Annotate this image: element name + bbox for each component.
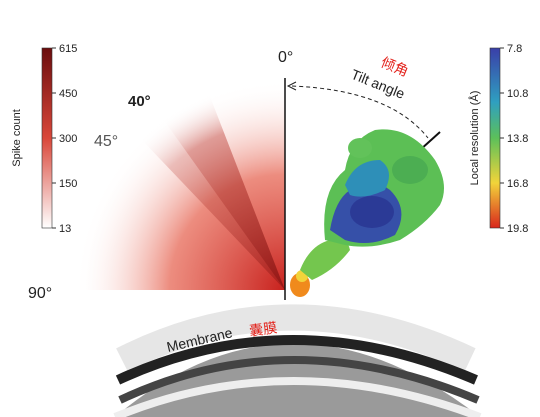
membrane-label-cn: 囊膜 (248, 319, 278, 339)
tilt-arrow (291, 85, 429, 139)
angle-label: 45° (94, 133, 118, 150)
angle-label: 90° (28, 285, 52, 302)
spike-colorbar (41, 47, 53, 229)
tick-label: 150 (59, 178, 77, 190)
resolution-colorbar (489, 47, 501, 229)
angle-label: 0° (278, 49, 293, 66)
colorbar-label: Spike count (11, 109, 23, 166)
spike-density-map (290, 129, 444, 297)
arrow-head (286, 81, 297, 91)
angle-label: 40° (128, 93, 151, 110)
tick-label: 19.8 (507, 223, 528, 235)
membrane-image (113, 304, 482, 417)
tick-label: 13 (59, 223, 71, 235)
tick-label: 300 (59, 133, 77, 145)
tilt-label-cn: 倾角 (379, 54, 411, 79)
tick-label: 615 (59, 43, 77, 55)
tick-label: 13.8 (507, 133, 528, 145)
tilt-distribution (75, 78, 286, 300)
tick-label: 450 (59, 88, 77, 100)
colorbar-label: Local resolution (Å) (468, 91, 481, 186)
tick-label: 10.8 (507, 88, 528, 100)
tick-label: 7.8 (507, 43, 522, 55)
tick-label: 16.8 (507, 178, 528, 190)
